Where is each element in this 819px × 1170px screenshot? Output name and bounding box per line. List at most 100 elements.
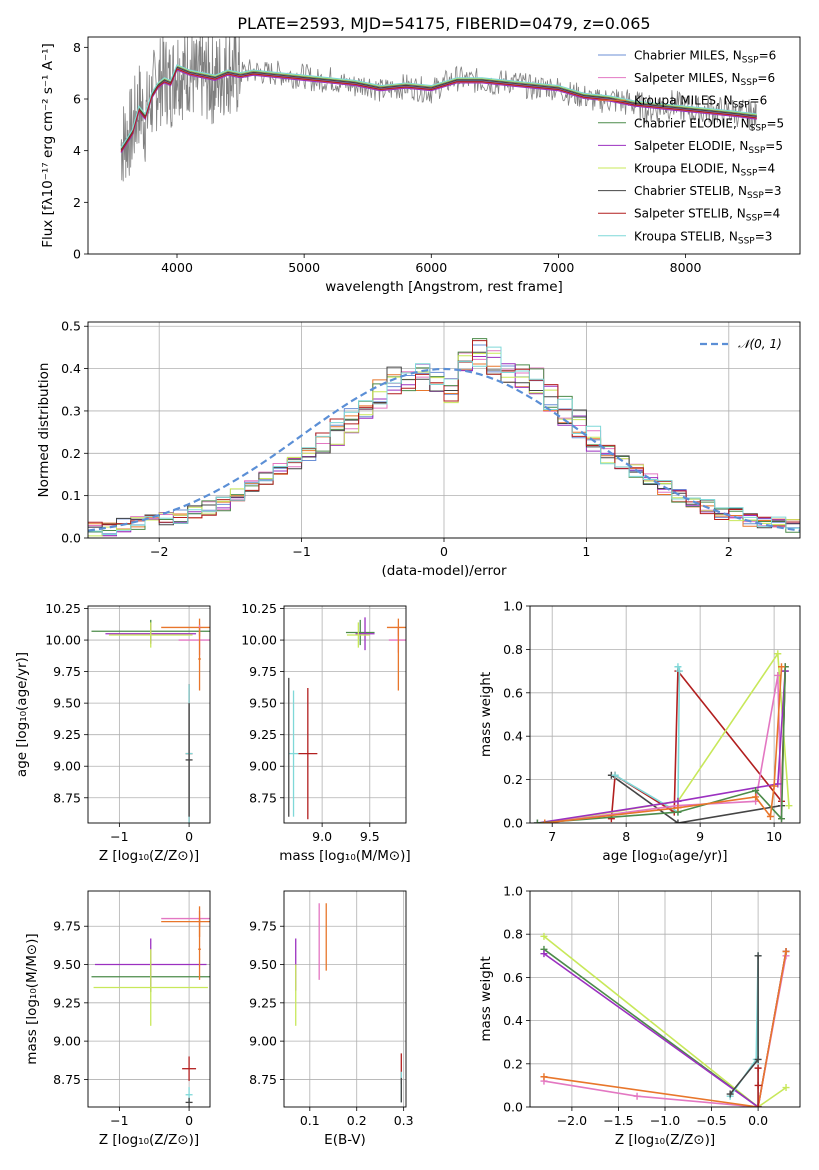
weight-marker: [540, 950, 548, 958]
y-tick-label: 10.00: [241, 633, 277, 648]
y-tick-label: 9.50: [53, 957, 81, 972]
y-tick-label: 9.25: [53, 727, 81, 742]
y-axis-label: Normed distribution: [36, 363, 52, 498]
weight-line: [537, 671, 786, 823]
x-tick-label: 0.3: [394, 1113, 414, 1128]
weight-marker: [754, 1064, 762, 1072]
weight-marker: [754, 1055, 762, 1063]
error-point: [198, 918, 201, 980]
error-point: [298, 688, 318, 820]
weight-marker: [611, 771, 619, 779]
residuals-legend: 𝒩(0, 1): [700, 337, 782, 351]
weight-line: [543, 935, 787, 1107]
y-tick-label: 0.2: [503, 772, 523, 787]
weight-marker: [754, 1103, 762, 1107]
weight-marker: [607, 815, 615, 823]
axes-weight-vs-age: 7 8 9 10 0.0 0.2 0.4 0.6 0.8 1.0 age [log₁₀(age/yr…: [478, 599, 801, 864]
x-axis-label: Z [log₁₀(Z/Z⊙)]: [99, 848, 199, 864]
x-tick-label: −0.5: [696, 1113, 726, 1128]
weight-marker: [770, 782, 778, 790]
y-axis-label: Flux [fλ10⁻¹⁷ erg cm⁻² s⁻¹ A⁻¹]: [40, 43, 56, 248]
x-axis-label: mass [log₁₀(M/M⊙)]: [279, 848, 410, 864]
weight-marker: [754, 1081, 762, 1089]
y-tick-label: 0.1: [61, 488, 81, 503]
x-tick-label: 0: [440, 544, 448, 559]
y-tick-label: 0.6: [503, 685, 523, 700]
error-point: [346, 622, 370, 648]
weight-marker: [766, 812, 774, 820]
spectrum-model-line: [120, 66, 757, 151]
legend-label: Kroupa ELODIE, NSSP=4: [634, 162, 775, 179]
y-tick-label: 0.8: [503, 642, 523, 657]
x-tick-label: 8: [622, 829, 630, 844]
x-tick-label: 7000: [543, 260, 575, 275]
y-tick-label: 1.0: [503, 599, 523, 614]
x-tick-label: 10: [766, 829, 782, 844]
y-tick-label: 9.50: [249, 696, 277, 711]
x-axis-label: Z [log₁₀(Z/Z⊙)]: [99, 1132, 199, 1148]
y-tick-label: 8.75: [249, 1072, 277, 1087]
x-tick-label: 0.0: [748, 1113, 768, 1128]
weight-marker: [674, 819, 682, 823]
legend-label: Salpeter STELIB, NSSP=4: [634, 207, 780, 224]
histogram-step: [88, 346, 800, 535]
plot-area: [533, 650, 793, 823]
y-tick-label: 0.3: [61, 403, 81, 418]
weight-line: [543, 951, 787, 1107]
x-tick-label: 5000: [288, 260, 320, 275]
error-point: [185, 1097, 193, 1107]
weight-marker: [752, 786, 760, 794]
weight-marker: [752, 793, 760, 801]
x-tick-label: 0: [185, 829, 193, 844]
y-tick-label: 9.50: [53, 696, 81, 711]
x-tick-label: 2: [725, 544, 733, 559]
y-tick-label: 10.00: [45, 633, 81, 648]
axes-frame: [283, 605, 407, 824]
axes-mass-vs-EBV: 0.1 0.2 0.3 8.75 9.00 9.25 9.50 9.75 E(B-V): [249, 890, 414, 1148]
weight-marker: [774, 650, 782, 658]
weight-marker: [774, 780, 782, 788]
axes-frame: [283, 890, 407, 1108]
axes-age-vs-Z: −1 0 8.75 9.00 9.25 9.50 9.75 10.00 10.25 Z [log₁…: [14, 601, 211, 864]
error-point: [108, 622, 193, 648]
axes-spectrum: 4000 5000 6000 7000 8000 0 2 4 6 8 wavelength [Ang…: [40, 36, 801, 295]
y-tick-label: 9.00: [53, 759, 81, 774]
legend-label: Salpeter ELODIE, NSSP=5: [634, 139, 783, 156]
histogram-step: [88, 340, 800, 527]
legend-label: Chabrier STELIB, NSSP=3: [634, 184, 782, 201]
y-tick-label: 0.0: [61, 531, 81, 546]
y-tick-label: 0.4: [503, 1013, 523, 1028]
x-tick-label: 9.0: [312, 829, 332, 844]
y-tick-label: 0.2: [503, 1056, 523, 1071]
axes-weight-vs-Z: −2.0 −1.5 −1.0 −0.5 0.0 0.0 0.2 0.4 0.6 0.8 1.0 Z […: [478, 884, 801, 1148]
legend-label: 𝒩(0, 1): [738, 337, 782, 351]
axes-frame: [87, 890, 211, 1108]
x-axis-label: Z [log₁₀(Z/Z⊙)]: [615, 1132, 715, 1148]
spectrum-model-line: [120, 64, 757, 148]
y-tick-label: 0.6: [503, 970, 523, 985]
weight-marker: [533, 819, 541, 823]
x-tick-label: −2: [150, 544, 168, 559]
y-tick-label: 4: [73, 143, 81, 158]
figure-title: PLATE=2593, MJD=54175, FIBERID=0479, z=0…: [237, 14, 650, 33]
error-point: [185, 703, 193, 817]
axes-frame: [87, 321, 801, 539]
weight-marker: [726, 1090, 734, 1098]
x-axis-label: age [log₁₀(age/yr)]: [602, 848, 727, 864]
weight-marker: [785, 802, 793, 810]
y-tick-label: 0.4: [61, 361, 81, 376]
y-tick-label: 8.75: [53, 790, 81, 805]
axes-age-vs-mass: 9.0 9.5 8.75 9.00 9.25 9.50 9.75 10.00 10.25 mass…: [241, 601, 411, 864]
plot-area: [88, 338, 800, 537]
y-tick-label: 0: [73, 247, 81, 262]
y-tick-label: 0.2: [61, 446, 81, 461]
weight-marker: [540, 1073, 548, 1081]
plot-area: [91, 906, 210, 1107]
x-tick-label: −1: [292, 544, 310, 559]
y-axis-label: age [log₁₀(age/yr)]: [14, 652, 30, 777]
y-axis-label: mass weight: [478, 672, 494, 757]
y-tick-label: 2: [73, 195, 81, 210]
y-tick-label: 9.25: [249, 995, 277, 1010]
y-tick-label: 9.00: [249, 759, 277, 774]
